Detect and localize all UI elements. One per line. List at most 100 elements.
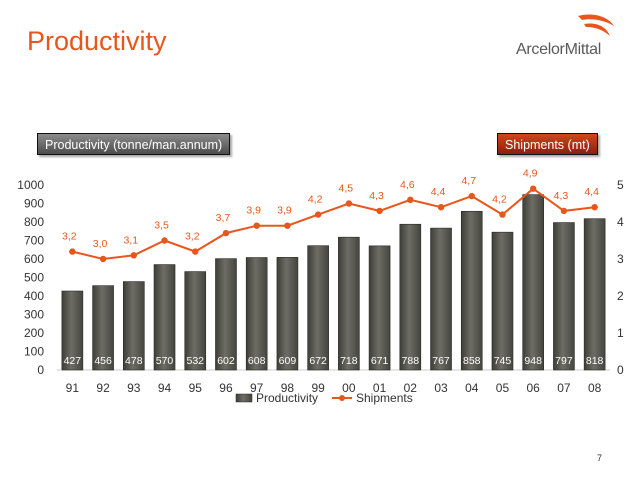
productivity-bar <box>368 245 391 371</box>
arcelormittal-logo: ArcelorMittal <box>516 12 626 68</box>
page-number: 7 <box>597 453 603 463</box>
x-tick-label: 93 <box>127 381 141 395</box>
productivity-bar <box>153 264 176 371</box>
x-tick-label: 03 <box>434 381 448 395</box>
x-tick-label: 92 <box>96 381 110 395</box>
productivity-bar-label: 788 <box>402 355 420 367</box>
x-tick-label: 99 <box>311 381 325 395</box>
shipments-point <box>376 207 383 215</box>
x-tick-label: 02 <box>404 381 418 395</box>
shipments-point <box>345 200 353 207</box>
productivity-bar <box>583 218 606 371</box>
productivity-bar-label: 427 <box>64 355 82 367</box>
productivity-bar-label: 718 <box>340 355 358 367</box>
shipments-data-label: 4,3 <box>554 190 569 202</box>
shipments-data-label: 4,2 <box>492 194 507 206</box>
shipments-data-label: 4,3 <box>369 190 384 202</box>
productivity-bar-label: 608 <box>248 355 266 367</box>
shipments-axis-label: Shipments (mt) <box>497 133 598 155</box>
shipments-data-label: 4,4 <box>584 186 599 198</box>
productivity-bar <box>123 281 145 371</box>
x-tick-label: 05 <box>496 381 510 395</box>
productivity-bar-label: 797 <box>555 355 573 367</box>
logo-swoosh-icon <box>578 14 614 36</box>
productivity-axis-label: Productivity (tonne/man.annum) <box>37 133 231 155</box>
x-tick-label: 91 <box>66 381 80 395</box>
y-left-tick-label: 800 <box>24 215 44 229</box>
slide-title: Productivity <box>27 26 167 56</box>
shipments-data-label: 3,1 <box>124 234 139 246</box>
logo-text: ArcelorMittal <box>516 41 602 58</box>
x-tick-label: 06 <box>527 381 541 395</box>
x-tick-label: 01 <box>373 381 387 395</box>
y-left-tick-label: 700 <box>24 234 44 248</box>
x-tick-label: 07 <box>557 381 571 395</box>
shipments-line <box>72 187 595 261</box>
x-tick-label: 95 <box>189 381 203 395</box>
y-left-tick-label: 600 <box>24 252 44 266</box>
x-tick-label: 97 <box>250 381 264 395</box>
shipments-point <box>468 192 475 200</box>
productivity-bar <box>522 194 544 371</box>
x-tick-label: 94 <box>158 381 172 395</box>
productivity-bar <box>215 258 237 371</box>
productivity-bar <box>307 245 329 371</box>
shipments-point <box>407 196 414 203</box>
x-tick-label: 98 <box>281 381 295 395</box>
shipments-point <box>529 185 537 192</box>
shipments-data-label: 4,4 <box>431 186 446 198</box>
productivity-bar-label: 948 <box>524 355 542 367</box>
y-left-tick-label: 1000 <box>17 178 44 192</box>
y-left-tick-label: 900 <box>24 197 44 211</box>
x-tick-label: 08 <box>588 381 602 395</box>
shipments-data-label: 3,7 <box>216 212 231 224</box>
productivity-shipments-chart: 0100200300400500600700800900100001234542… <box>17 168 624 405</box>
shipments-point <box>192 248 199 255</box>
productivity-bar <box>338 236 360 371</box>
productivity-bar <box>460 210 483 371</box>
x-tick-label: 00 <box>342 381 356 395</box>
productivity-bar-label: 671 <box>371 355 389 367</box>
shipments-point <box>284 222 291 229</box>
shipments-point <box>560 207 568 215</box>
shipments-data-label: 3,9 <box>277 205 292 217</box>
shipments-data-label: 3,5 <box>154 220 169 232</box>
productivity-bar <box>184 271 207 371</box>
shipments-point <box>222 229 230 237</box>
legend-shipments-label: Shipments <box>356 391 413 405</box>
productivity-bar-label: 478 <box>125 355 143 367</box>
productivity-bar-label: 672 <box>309 355 327 367</box>
productivity-bar-label: 609 <box>279 355 297 367</box>
productivity-bar-label: 858 <box>463 355 481 367</box>
shipments-point <box>99 255 107 263</box>
y-right-tick-label: 0 <box>617 363 624 377</box>
productivity-bar <box>245 257 268 371</box>
y-right-tick-label: 4 <box>617 215 624 229</box>
productivity-bar-label: 767 <box>432 355 450 367</box>
shipments-data-label: 3,9 <box>246 205 261 217</box>
y-right-tick-label: 3 <box>617 252 624 266</box>
shipments-point <box>314 211 322 218</box>
shipments-point <box>499 211 506 218</box>
shipments-data-label: 4,2 <box>308 194 323 206</box>
productivity-bar-label: 818 <box>586 355 604 367</box>
legend-productivity-label: Productivity <box>256 391 318 405</box>
shipments-data-label: 4,5 <box>339 183 354 195</box>
shipments-point <box>437 204 445 211</box>
productivity-bar <box>92 285 114 371</box>
productivity-bar <box>430 227 452 371</box>
legend-productivity-swatch <box>235 393 253 403</box>
shipments-point <box>69 248 76 255</box>
y-left-tick-label: 300 <box>24 308 44 322</box>
y-left-tick-label: 200 <box>24 326 44 340</box>
productivity-bar <box>553 222 575 371</box>
productivity-bar-label: 570 <box>156 355 174 367</box>
shipments-data-label: 4,9 <box>523 168 538 180</box>
x-tick-label: 96 <box>219 381 233 395</box>
productivity-bar-label: 745 <box>494 355 512 367</box>
productivity-bar-label: 602 <box>217 355 235 367</box>
y-left-tick-label: 500 <box>24 271 44 285</box>
y-right-tick-label: 2 <box>617 289 624 303</box>
productivity-bar <box>399 223 422 371</box>
shipments-point <box>591 204 598 211</box>
